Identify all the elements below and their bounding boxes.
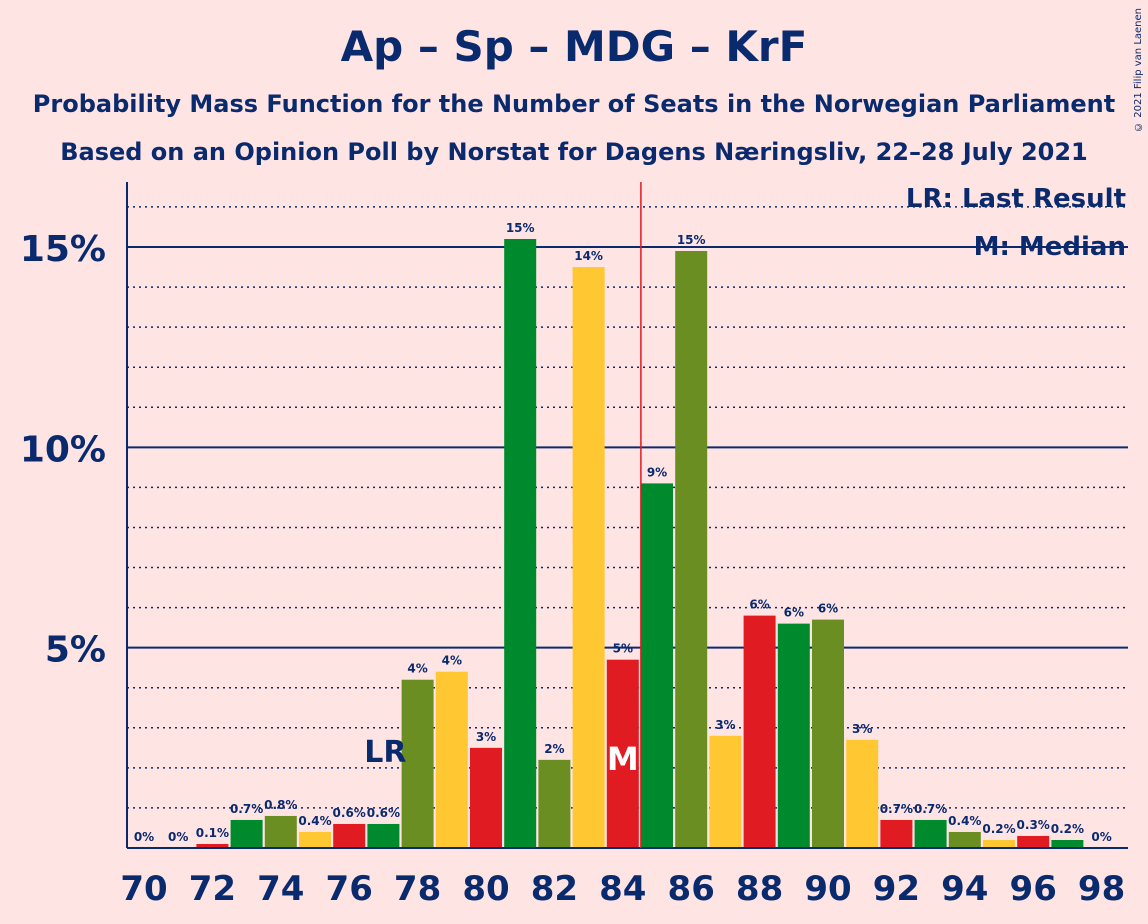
x-tick-label: 84 — [599, 869, 646, 909]
x-tick-label: 74 — [257, 869, 304, 909]
y-tick-label: 5% — [45, 630, 106, 671]
bar-value-label: 2% — [544, 742, 564, 756]
x-tick-label: 76 — [326, 869, 373, 909]
chart-subtitle-2: Based on an Opinion Poll by Norstat for … — [60, 138, 1088, 166]
x-tick-label: 88 — [736, 869, 783, 909]
x-tick-label: 72 — [189, 869, 236, 909]
bar-value-label: 0.8% — [264, 798, 297, 812]
bar-value-label: 14% — [574, 249, 603, 263]
bar-89 — [777, 623, 810, 848]
x-tick-label: 70 — [120, 869, 167, 909]
bar-75 — [299, 831, 331, 848]
bar-value-label: 3% — [476, 730, 496, 744]
bar-86 — [675, 251, 708, 849]
bar-78 — [401, 679, 434, 848]
bar-80 — [470, 747, 502, 848]
x-tick-label: 82 — [531, 869, 578, 909]
bar-90 — [812, 619, 844, 848]
bar-83 — [572, 267, 605, 848]
bar-value-label: 3% — [852, 722, 872, 736]
legend-median: M: Median — [973, 232, 1126, 262]
x-tick-label: 86 — [668, 869, 715, 909]
chart-title: Ap – Sp – MDG – KrF — [340, 22, 808, 71]
bar-73 — [230, 819, 263, 848]
bar-value-label: 0.3% — [1017, 818, 1050, 832]
bar-88 — [743, 615, 776, 848]
bar-value-label: 5% — [613, 642, 633, 656]
median-marker: M — [607, 740, 639, 778]
bar-82 — [538, 759, 571, 848]
x-tick-label: 90 — [804, 869, 851, 909]
bar-72 — [196, 843, 229, 848]
last-result-marker: LR — [364, 735, 406, 770]
y-tick-label: 15% — [20, 229, 106, 270]
legend-last-result: LR: Last Result — [905, 184, 1126, 214]
bar-value-label: 0.7% — [230, 802, 263, 816]
bar-value-label: 0% — [1091, 830, 1111, 844]
bar-value-label: 0.4% — [948, 814, 981, 828]
bar-value-label: 15% — [677, 233, 706, 247]
bar-74 — [264, 815, 297, 848]
bar-84 — [606, 659, 639, 848]
bar-value-label: 0.6% — [333, 806, 366, 820]
y-tick-label: 10% — [20, 429, 106, 470]
bar-value-label: 0.2% — [982, 822, 1015, 836]
x-tick-label: 94 — [941, 869, 988, 909]
bar-85 — [641, 483, 673, 848]
bar-value-label: 4% — [407, 662, 427, 676]
bar-92 — [880, 819, 913, 848]
bar-value-label: 0.7% — [880, 802, 913, 816]
x-tick-label: 92 — [873, 869, 920, 909]
chart-subtitle-1: Probability Mass Function for the Number… — [32, 90, 1116, 118]
bar-value-label: 6% — [818, 602, 838, 616]
bar-value-label: 9% — [647, 465, 667, 479]
bar-value-label: 3% — [715, 718, 735, 732]
x-tick-label: 78 — [394, 869, 441, 909]
bar-value-label: 0.6% — [367, 806, 400, 820]
bar-81 — [504, 238, 537, 848]
bar-97 — [1051, 839, 1084, 848]
bar-77 — [367, 823, 400, 848]
bar-value-label: 6% — [784, 606, 804, 620]
bar-93 — [914, 819, 947, 848]
bar-96 — [1017, 835, 1050, 848]
bar-value-label: 0.1% — [196, 826, 229, 840]
bar-value-label: 4% — [442, 654, 462, 668]
x-tick-label: 96 — [1010, 869, 1057, 909]
bar-value-label: 0.2% — [1051, 822, 1084, 836]
bar-79 — [435, 671, 468, 848]
bar-value-label: 0% — [134, 830, 154, 844]
bar-95 — [983, 839, 1015, 848]
bar-value-label: 6% — [749, 598, 769, 612]
bar-value-label: 0% — [168, 830, 188, 844]
bar-94 — [948, 831, 981, 848]
bar-value-label: 0.4% — [298, 814, 331, 828]
bar-87 — [709, 735, 742, 848]
x-tick-label: 98 — [1078, 869, 1125, 909]
bar-value-label: 0.7% — [914, 802, 947, 816]
x-tick-label: 80 — [462, 869, 509, 909]
bar-91 — [846, 739, 879, 848]
bar-76 — [333, 823, 366, 848]
bar-value-label: 15% — [506, 221, 535, 235]
